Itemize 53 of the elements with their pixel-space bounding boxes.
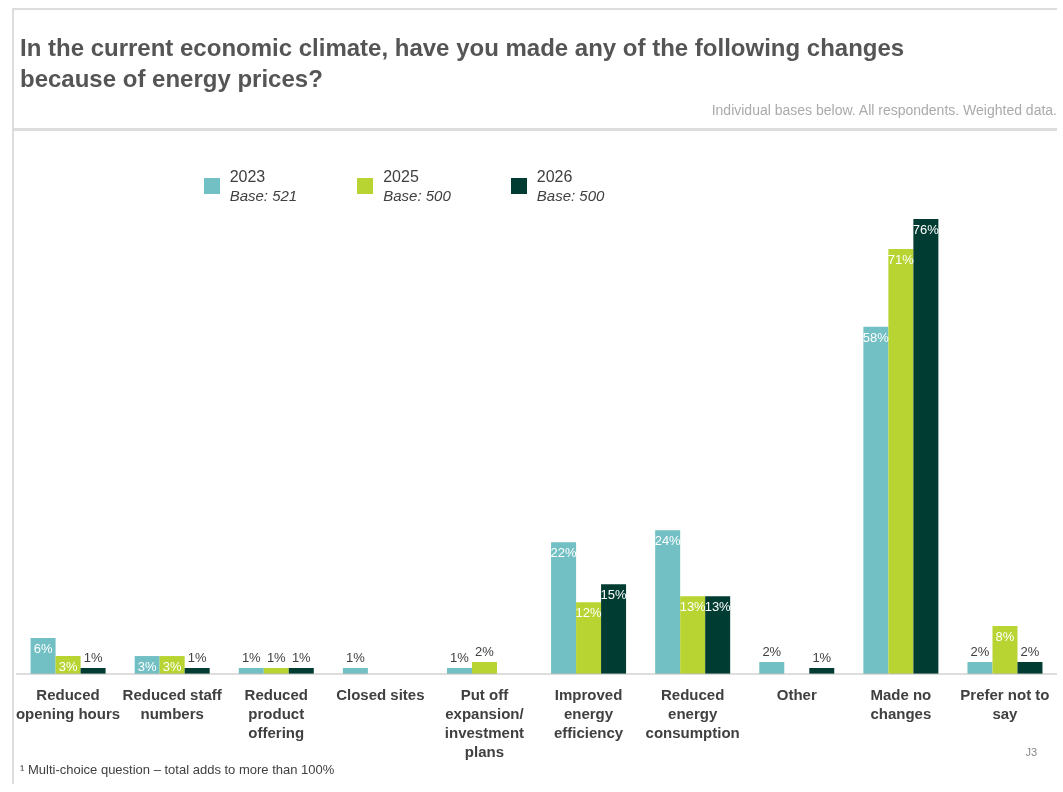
data-label: 8%	[995, 629, 1015, 645]
data-label: 24%	[654, 533, 682, 549]
data-label: 3%	[137, 659, 158, 675]
data-label: 2%	[762, 644, 782, 660]
bar	[471, 662, 497, 674]
x-tick-label: Reduced staff numbers	[122, 686, 223, 722]
data-label: 3%	[162, 659, 183, 675]
bar	[705, 596, 731, 674]
x-tick-label: Reduced energy consumption	[645, 686, 740, 741]
data-label: 2%	[475, 644, 495, 660]
data-label: 1%	[83, 650, 103, 666]
x-tick-label: Made no changes	[870, 686, 932, 722]
bar	[888, 248, 914, 674]
data-label: 1%	[291, 650, 312, 666]
bar	[967, 662, 993, 674]
bar	[551, 542, 577, 674]
legend-label: 2026 Base: 500	[536, 167, 605, 205]
data-label: 1%	[187, 650, 208, 666]
chart-subtitle: Individual bases below. All respondents. Weighted data.	[711, 102, 1057, 118]
data-label: 22%	[550, 545, 578, 561]
data-label: 3%	[58, 659, 78, 675]
legend-label: 2023 Base: 521	[229, 167, 298, 205]
data-label: 15%	[600, 587, 628, 603]
data-label: 12%	[575, 605, 603, 621]
data-label: 1%	[241, 650, 262, 666]
data-label: 1%	[266, 650, 287, 666]
x-tick-label: Reduced opening hours	[15, 686, 121, 722]
bar	[601, 584, 627, 674]
bar	[576, 602, 602, 674]
data-label: 1%	[450, 650, 470, 666]
x-tick-label: Reduced product offering	[244, 686, 308, 741]
data-label: 71%	[887, 251, 915, 267]
chart-title: In the current economic climate, have you made any of the following changes because of energy prices?	[20, 33, 906, 94]
x-tick-label: Closed sites	[336, 686, 425, 703]
data-label: 1%	[812, 650, 832, 666]
bar	[655, 530, 681, 674]
data-label: 2%	[1020, 644, 1040, 660]
bar	[1017, 662, 1043, 674]
bar	[759, 662, 785, 674]
bar	[680, 596, 706, 674]
bar	[913, 219, 939, 674]
x-tick-label: Prefer not to say	[960, 686, 1050, 722]
data-label: 1%	[345, 650, 366, 666]
legend-label: 2025 Base: 500	[383, 167, 451, 205]
text: J3	[1025, 746, 1037, 758]
x-tick-label: Improved energy efficiency	[553, 686, 624, 741]
data-label: 2%	[970, 644, 990, 660]
data-label: 6%	[33, 641, 53, 657]
text: ¹ Multi-choice question – total adds to more than 100%	[20, 762, 335, 777]
data-label: 13%	[704, 599, 732, 615]
x-tick-label: Other	[776, 686, 817, 703]
bar	[863, 326, 889, 674]
x-tick-label: Put off expansion/ investment plans	[444, 686, 525, 760]
